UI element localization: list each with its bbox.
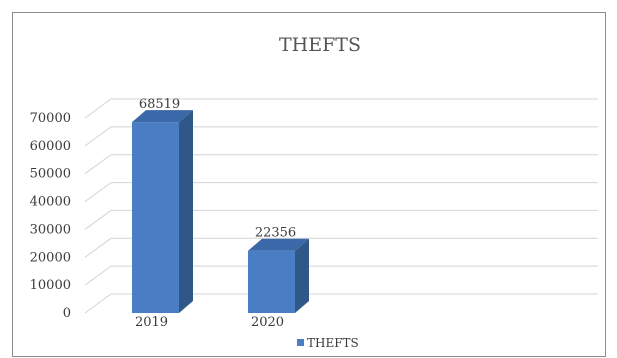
bar-side (179, 110, 193, 313)
x-category-label: 2019 (135, 315, 168, 330)
x-category-label: 2020 (251, 315, 284, 330)
y-tick-label: 50000 (30, 167, 71, 182)
x-axis-category-labels: 2019 2020 (135, 315, 284, 330)
chart-title: THEFTS (279, 34, 361, 56)
y-tick-label: 20000 (30, 250, 71, 265)
gridlines (84, 98, 598, 314)
bar-top (132, 110, 193, 123)
gridline (84, 98, 598, 119)
y-tick-label: 30000 (30, 222, 71, 237)
data-labels: 68519 22356 (139, 97, 296, 241)
gridline (84, 154, 598, 175)
legend-label-thefts: THEFTS (307, 336, 359, 350)
gridline (84, 126, 598, 147)
legend: THEFTS (297, 336, 359, 350)
bar-chart: THEFTS 0 10000 20000 30000 40000 50000 60000 70… (30, 34, 598, 350)
gridline (84, 209, 598, 230)
y-tick-label: 40000 (30, 195, 71, 210)
bar-2019 (132, 110, 193, 313)
bars (132, 110, 309, 313)
y-tick-label: 0 (63, 306, 71, 321)
gridline (84, 265, 598, 286)
y-tick-label: 70000 (30, 111, 71, 126)
data-label: 68519 (139, 97, 180, 112)
y-tick-label: 10000 (30, 278, 71, 293)
bar-front (132, 122, 179, 313)
gridline (84, 293, 598, 314)
chart-frame: THEFTS 0 10000 20000 30000 40000 50000 60000 70… (12, 12, 606, 357)
bar-2020 (248, 238, 309, 313)
bar-top (248, 238, 309, 251)
y-tick-label: 60000 (30, 139, 71, 154)
bar-front (248, 250, 295, 313)
gridline (84, 237, 598, 258)
bar-side (295, 238, 309, 313)
legend-swatch-thefts (297, 339, 304, 346)
y-axis-tick-labels: 0 10000 20000 30000 40000 50000 60000 70000 (30, 111, 71, 321)
gridline (84, 182, 598, 202)
data-label: 22356 (255, 226, 296, 241)
